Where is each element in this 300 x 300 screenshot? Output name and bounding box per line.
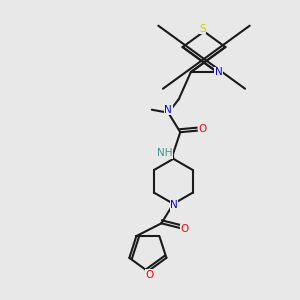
Text: NH: NH [157, 148, 172, 158]
Text: N: N [170, 200, 178, 210]
Text: O: O [181, 224, 189, 234]
Text: N: N [164, 105, 172, 115]
Text: O: O [145, 270, 154, 280]
Text: O: O [198, 124, 206, 134]
Text: N: N [215, 67, 223, 77]
Text: S: S [199, 23, 206, 34]
